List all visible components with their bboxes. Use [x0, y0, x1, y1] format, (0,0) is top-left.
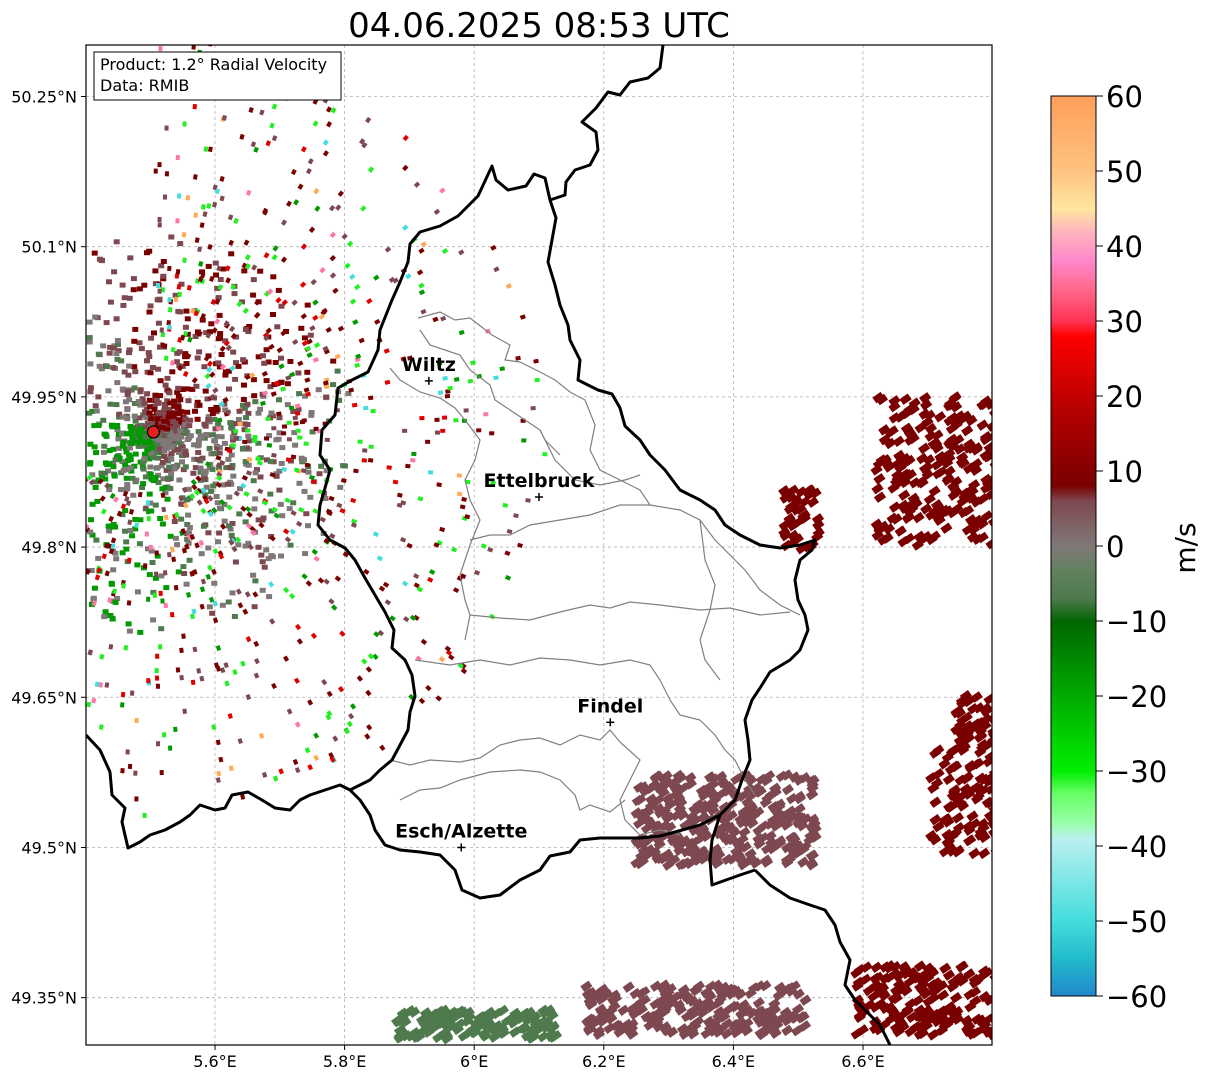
colorbar-ticks: 60 50 40 30 20 10 0 −10 −20 −30 −40 −50 −60: [1096, 80, 1167, 1014]
colorbar-tick-label-8: −20: [1106, 680, 1167, 714]
lat-tick-label-3: 49.8°N: [21, 538, 77, 557]
lon-tick-label-0: 5.6°E: [193, 1052, 237, 1071]
lat-tick-label-2: 49.95°N: [11, 388, 77, 407]
colorbar-tick-label-7: −10: [1106, 605, 1167, 639]
radar-site-marker: [146, 425, 161, 439]
boundaries: [86, 45, 892, 1045]
canton-line-grevenmacher: [699, 519, 721, 681]
city-esch-alzette: Esch/Alzette: [395, 820, 527, 852]
canton-line-north: [417, 311, 651, 506]
city-label-3: Esch/Alzette: [395, 820, 527, 842]
lat-tick-label-5: 49.5°N: [21, 838, 77, 857]
be-de-border: [549, 45, 665, 202]
lon-tick-label-5: 6.6°E: [841, 1052, 885, 1071]
city-wiltz: Wiltz: [402, 354, 456, 385]
colorbar-tick-label-1: 50: [1106, 155, 1143, 189]
lon-tick-label-1: 5.8°E: [323, 1052, 367, 1071]
info-box: Product: 1.2° Radial Velocity Data: RMIB: [93, 51, 342, 101]
canton-line-south: [414, 657, 681, 716]
colorbar-tick-label-12: −60: [1106, 980, 1167, 1014]
canton-line-west: [389, 367, 481, 641]
canton-line-east: [539, 429, 641, 486]
colorbar-label: m/s: [1169, 522, 1202, 573]
lat-tick-label-4: 49.65°N: [11, 688, 77, 707]
colorbar-tick-label-9: −30: [1106, 755, 1167, 789]
colorbar-tick-label-10: −40: [1106, 830, 1167, 864]
colorbar: 60 50 40 30 20 10 0 −10 −20 −30 −40 −50 −60 m/s: [1050, 80, 1202, 1014]
canton-line-center: [469, 504, 801, 616]
colorbar-tick-label-11: −50: [1106, 905, 1167, 939]
city-label-2: Findel: [577, 695, 643, 717]
luxembourg-border: [316, 164, 817, 900]
canton-line-mid: [469, 601, 791, 621]
colorbar-tick-label-5: 10: [1106, 455, 1143, 489]
map-title: 04.06.2025 08:53 UTC: [348, 6, 730, 46]
colorbar-tick-label-6: 0: [1106, 530, 1124, 564]
city-markers: Wiltz Ettelbruck Findel Esch/Alzette: [395, 354, 643, 852]
axis-ticks: 5.6°E 5.8°E 6°E 6.2°E 6.4°E 6.6°E 50.25°N 50.1°…: [11, 88, 885, 1072]
map-frame: [85, 44, 993, 1046]
colorbar-tick-label-2: 40: [1106, 230, 1143, 264]
canton-boundaries: [389, 311, 801, 836]
colorbar-tick-label-3: 30: [1106, 305, 1143, 339]
map-area: [86, 45, 992, 1045]
colorbar-tick-label-0: 60: [1106, 80, 1143, 114]
city-label-1: Ettelbruck: [484, 470, 595, 492]
de-fr-border: [753, 868, 892, 1045]
lon-tick-label-2: 6°E: [460, 1052, 488, 1071]
lat-tick-label-6: 49.35°N: [11, 989, 77, 1008]
be-fr-border: [86, 733, 351, 850]
colorbar-gradient: [1050, 95, 1097, 997]
canton-line-moselle: [679, 714, 756, 796]
moselle-border: [708, 814, 756, 887]
lon-tick-label-3: 6.2°E: [582, 1052, 626, 1071]
city-label-0: Wiltz: [402, 354, 456, 376]
city-ettelbruck: Ettelbruck: [484, 470, 595, 502]
canton-line-southeast: [619, 741, 681, 836]
lat-tick-label-1: 50.1°N: [21, 238, 77, 257]
info-product: Product: 1.2° Radial Velocity: [100, 55, 327, 74]
canton-line-lux: [389, 729, 621, 766]
city-findel: Findel: [577, 695, 643, 727]
colorbar-tick-label-4: 20: [1106, 380, 1143, 414]
info-box-frame: [93, 51, 342, 101]
canton-line-esch: [399, 769, 626, 813]
lat-tick-label-0: 50.25°N: [11, 88, 77, 107]
info-data-source: Data: RMIB: [100, 76, 189, 95]
lon-tick-label-4: 6.4°E: [712, 1052, 756, 1071]
country-borders: [86, 45, 892, 1045]
